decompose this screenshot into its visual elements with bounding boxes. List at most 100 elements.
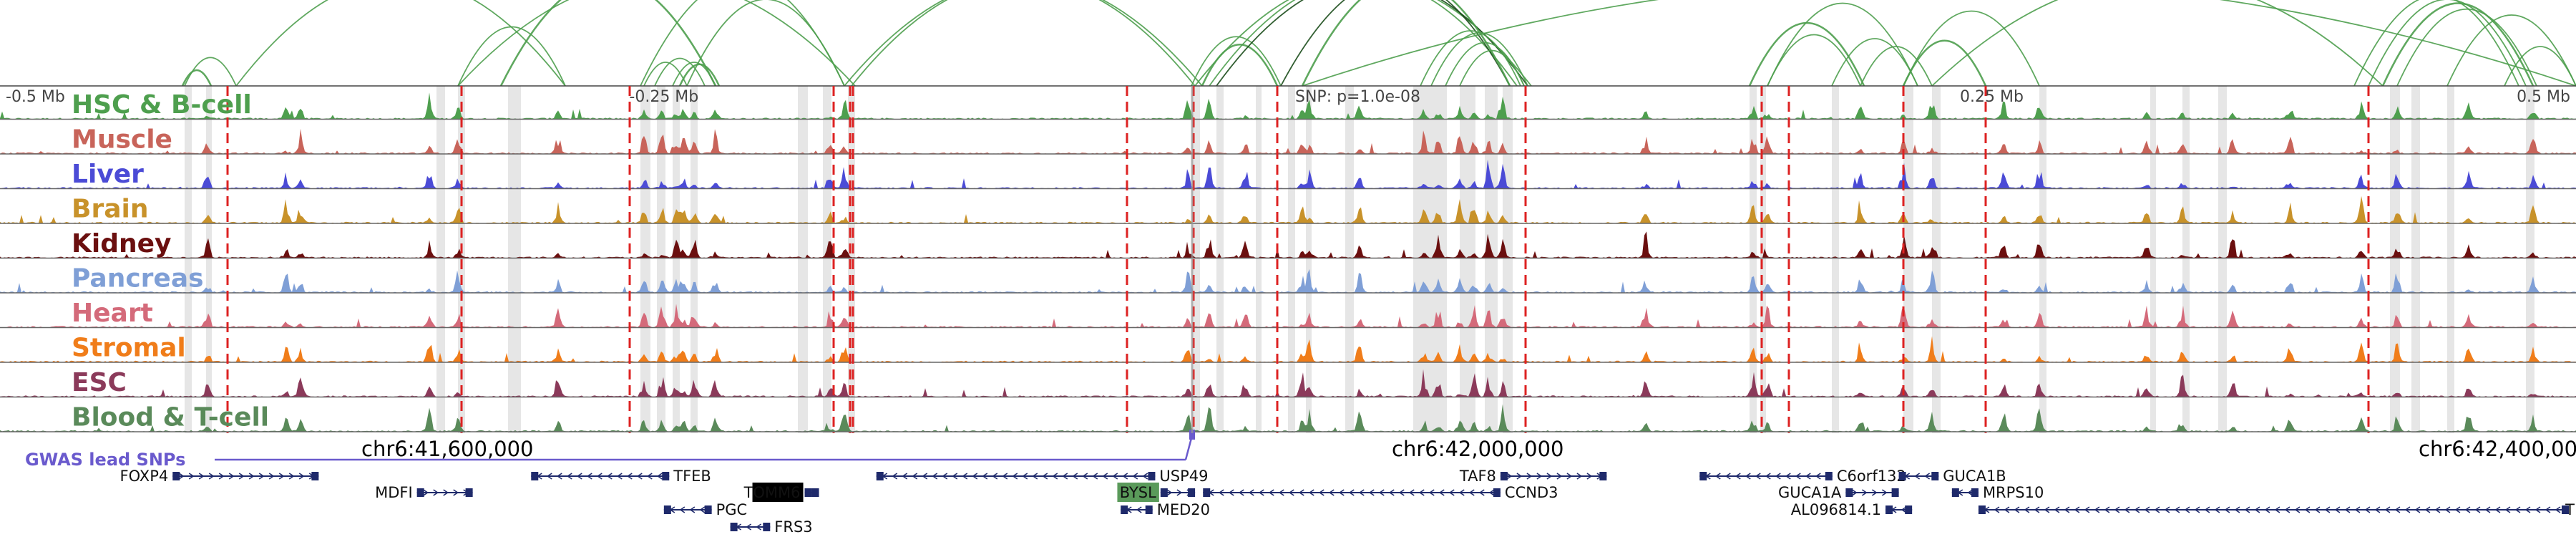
strand-arrow	[626, 473, 633, 480]
strand-arrow	[2474, 506, 2481, 513]
exon	[311, 472, 319, 480]
strand-arrow	[2364, 506, 2371, 513]
exon	[1493, 488, 1501, 497]
exon	[531, 472, 539, 480]
strand-arrow	[198, 473, 205, 480]
strand-arrow	[636, 473, 643, 480]
strand-arrow	[1871, 489, 1878, 496]
highlight-band	[1460, 86, 1475, 433]
strand-arrow	[2234, 506, 2240, 513]
strand-arrow	[2054, 506, 2060, 513]
gene-annotation-track: FOXP4 TFEB USP49 TAF8 C6orf132 GUCA1B MDFI TOMM…	[120, 468, 2575, 536]
loop-arc	[1931, 0, 2384, 87]
exon	[1121, 505, 1128, 514]
position-label: -0.5 Mb	[6, 88, 65, 106]
highlight-band	[2182, 86, 2190, 433]
strand-arrow	[2104, 506, 2110, 513]
highlight-band	[657, 86, 665, 433]
strand-arrow	[1795, 473, 1801, 480]
exon	[1845, 488, 1853, 497]
gene-label-foxp4: FOXP4	[120, 468, 169, 485]
strand-arrow	[2044, 506, 2050, 513]
highlight-band	[2411, 86, 2420, 433]
strand-arrow	[1714, 473, 1721, 480]
highlight-band	[1750, 86, 1757, 433]
gwas-leader-line	[1184, 437, 1193, 460]
strand-arrow	[1566, 473, 1573, 480]
highlight-band	[1760, 86, 1766, 433]
strand-arrow	[992, 473, 998, 480]
highlight-band	[1485, 86, 1498, 433]
strand-arrow	[1218, 489, 1224, 496]
strand-arrow	[1102, 473, 1108, 480]
loop-arc	[678, 63, 721, 87]
exon	[1203, 488, 1211, 497]
strand-arrow	[2094, 506, 2100, 513]
strand-arrow	[2324, 506, 2331, 513]
strand-arrow	[1881, 489, 1888, 496]
exon	[1931, 472, 1939, 480]
track-label-heart: Heart	[72, 299, 153, 328]
highlight-band	[1216, 86, 1224, 433]
strand-arrow	[1112, 473, 1118, 480]
strand-arrow	[1022, 473, 1028, 480]
gene-label-tfeb: TFEB	[673, 468, 711, 485]
position-label: 0.25 Mb	[1960, 88, 2024, 106]
loop-arc	[2381, 2, 2534, 87]
loop-arc	[1767, 34, 1861, 87]
strand-arrow	[2154, 506, 2160, 513]
strand-arrow	[1288, 489, 1294, 496]
strand-arrow	[1861, 489, 1868, 496]
strand-arrow	[932, 473, 938, 480]
exon	[804, 488, 812, 497]
exon	[1971, 488, 1979, 497]
exon	[1148, 472, 1156, 480]
strand-arrow	[1478, 489, 1485, 496]
strand-arrow	[1278, 489, 1284, 496]
strand-arrow	[248, 473, 255, 480]
highlight-band	[691, 86, 698, 433]
gwas-lead-snps-label: GWAS lead SNPs	[25, 450, 185, 470]
exon	[811, 488, 819, 497]
strand-arrow	[699, 506, 706, 513]
strand-arrow	[1745, 473, 1751, 480]
strand-arrow	[596, 473, 602, 480]
highlight-band	[823, 86, 831, 433]
track-label-brain: Brain	[72, 195, 148, 224]
loop-arc	[235, 0, 566, 87]
strand-arrow	[1576, 473, 1583, 480]
strand-arrow	[746, 523, 752, 531]
strand-arrow	[258, 473, 265, 480]
strand-arrow	[1448, 489, 1455, 496]
signal-pancreas	[0, 268, 2576, 293]
highlight-band	[798, 86, 808, 433]
strand-arrow	[1258, 489, 1264, 496]
strand-arrow	[1735, 473, 1741, 480]
strand-arrow	[2074, 506, 2080, 513]
gene-label-frs3: FRS3	[774, 518, 812, 536]
strand-arrow	[922, 473, 928, 480]
strand-arrow	[1924, 473, 1931, 480]
exon	[172, 472, 180, 480]
strand-arrow	[1328, 489, 1335, 496]
loop-arc	[184, 57, 237, 87]
strand-arrow	[2224, 506, 2230, 513]
signal-hsc-b-cell	[0, 92, 2576, 120]
strand-arrow	[2064, 506, 2070, 513]
exon	[1188, 488, 1196, 497]
strand-arrow	[689, 506, 696, 513]
strand-arrow	[2084, 506, 2090, 513]
strand-arrow	[2174, 506, 2180, 513]
highlight-band	[508, 86, 521, 433]
strand-arrow	[1122, 473, 1128, 480]
strand-arrow	[2014, 506, 2020, 513]
exon	[1699, 472, 1707, 480]
loop-arc	[2368, 0, 2527, 87]
strand-arrow	[218, 473, 225, 480]
strand-arrow	[1378, 489, 1385, 496]
strand-arrow	[1516, 473, 1523, 480]
strand-arrow	[278, 473, 285, 480]
highlight-band	[1503, 86, 1513, 433]
loop-arc	[1209, 0, 1518, 87]
